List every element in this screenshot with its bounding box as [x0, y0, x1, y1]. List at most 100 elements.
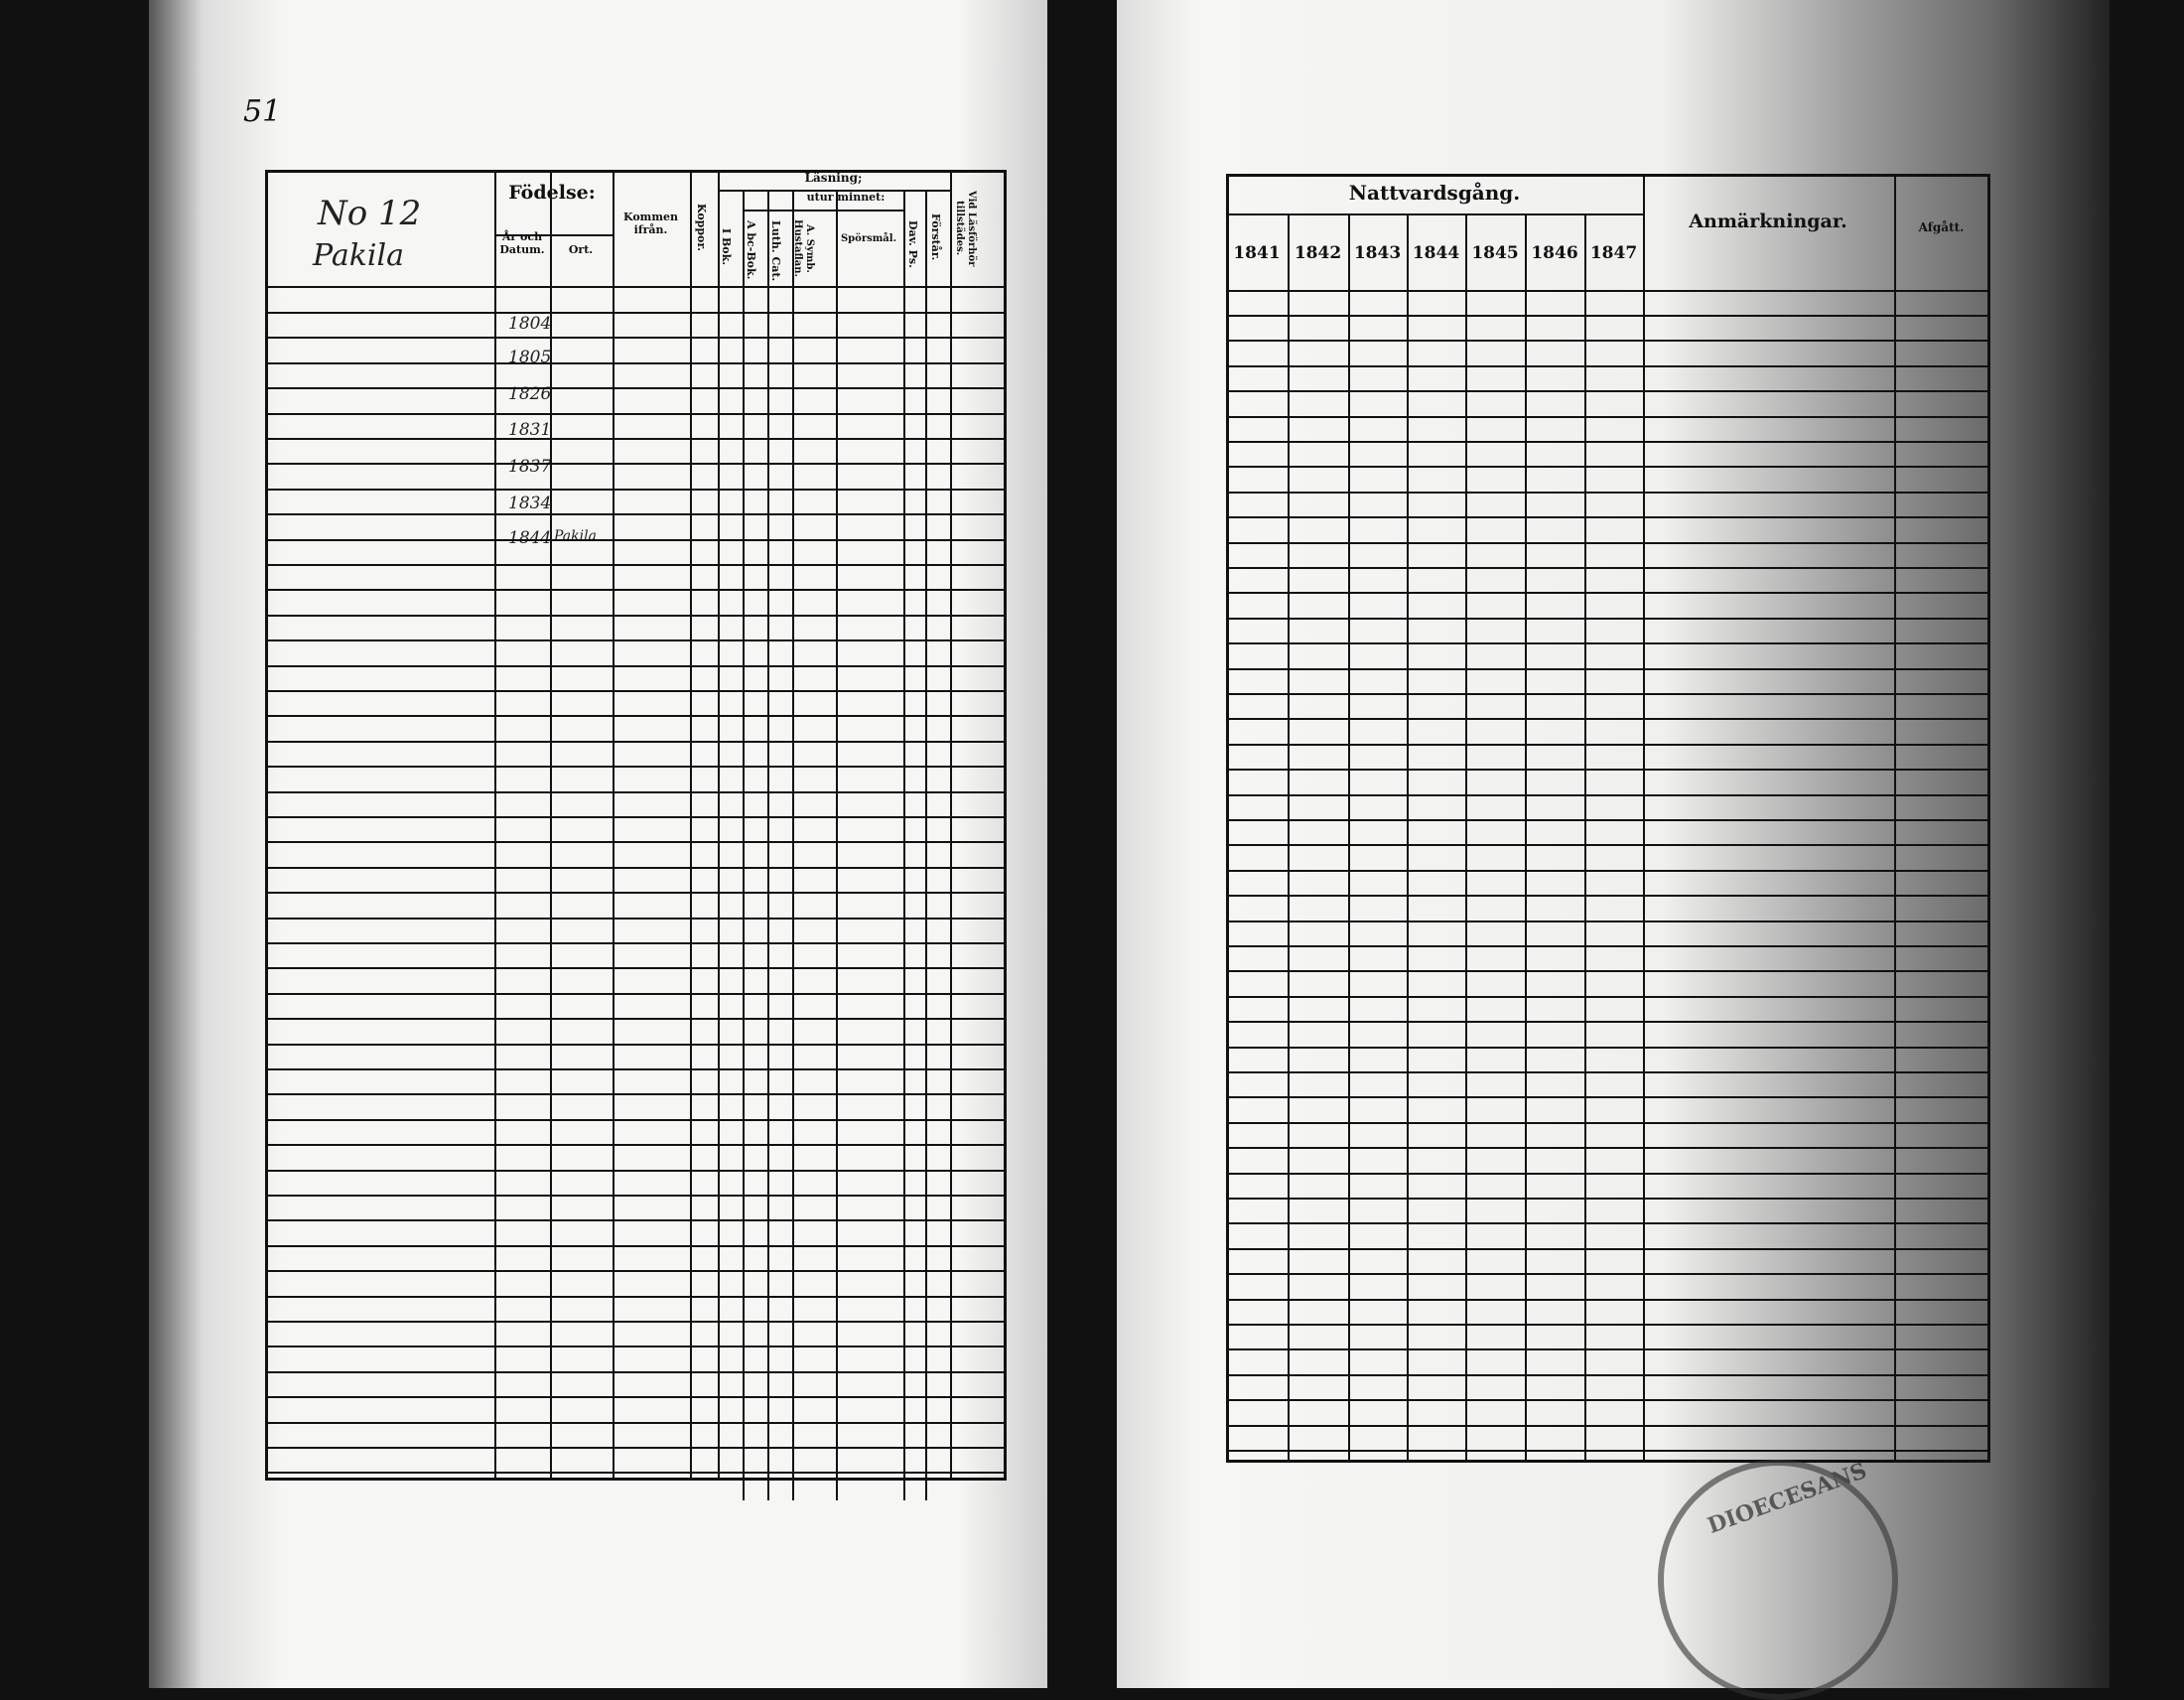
column-divider	[1465, 213, 1467, 1463]
row-rule	[265, 1422, 1007, 1424]
row-rule	[265, 942, 1007, 944]
row-rule	[1226, 1122, 1990, 1124]
row-rule	[265, 918, 1007, 920]
row-rule	[265, 841, 1007, 843]
row-rule	[265, 892, 1007, 894]
header-ort: Ort.	[568, 243, 594, 256]
row-rule	[265, 741, 1007, 743]
row-rule	[265, 1144, 1007, 1146]
row-rule	[1226, 390, 1990, 392]
row-rule	[265, 539, 1007, 541]
row-rule	[265, 564, 1007, 566]
entry-birth: 1826	[508, 384, 552, 404]
header-vid-lasforhor: Vid Läsförhör tillstädes.	[954, 190, 977, 267]
row-rule	[265, 513, 1007, 515]
row-rule	[1226, 466, 1990, 468]
row-rule	[1226, 618, 1990, 620]
header-divider	[494, 234, 613, 236]
row-rule	[265, 1093, 1007, 1095]
row-rule	[265, 1195, 1007, 1197]
row-rule	[265, 816, 1007, 818]
left-page	[149, 0, 1047, 1688]
column-divider	[792, 190, 794, 1500]
row-rule	[265, 1371, 1007, 1373]
column-divider	[1407, 213, 1409, 1463]
row-rule	[265, 690, 1007, 692]
header-year: 1843	[1353, 243, 1402, 263]
header-divider	[718, 190, 950, 192]
row-rule	[1226, 1047, 1990, 1049]
header-ar-och-datum: År och Datum.	[499, 230, 545, 257]
column-divider	[1525, 213, 1527, 1463]
row-rule	[265, 715, 1007, 717]
header-fodelse: Födelse:	[494, 182, 610, 205]
row-rule	[1226, 1450, 1990, 1452]
row-rule	[1226, 1222, 1990, 1224]
header-abc-bok: A bc-Bok.	[745, 220, 758, 280]
row-rule	[265, 1119, 1007, 1121]
row-rule	[1226, 567, 1990, 569]
header-a-symb: A. Symb. Hustaflan.	[792, 219, 815, 277]
header-utur-minnet: utur minnet:	[806, 191, 886, 204]
row-rule	[265, 1296, 1007, 1298]
page-number: 51	[243, 94, 282, 129]
column-divider	[1348, 213, 1350, 1463]
row-rule	[265, 387, 1007, 389]
header-year: 1841	[1233, 243, 1281, 263]
column-divider	[925, 190, 927, 1500]
row-rule	[1226, 1248, 1990, 1250]
row-rule	[1226, 693, 1990, 695]
header-anmarkningar: Anmärkningar.	[1689, 211, 1847, 232]
header-bottom-rule	[1226, 290, 1990, 292]
row-rule	[265, 463, 1007, 465]
header-year: 1844	[1412, 243, 1460, 263]
row-rule	[1226, 1425, 1990, 1427]
row-rule	[1226, 819, 1990, 821]
row-rule	[265, 639, 1007, 641]
row-rule	[265, 791, 1007, 793]
header-nattvardsgang: Nattvardsgång.	[1348, 181, 1521, 205]
row-rule	[265, 1270, 1007, 1272]
header-year: 1847	[1589, 243, 1638, 263]
row-rule	[1226, 1273, 1990, 1275]
row-rule	[265, 867, 1007, 869]
column-divider	[950, 170, 952, 1481]
header-divider	[743, 210, 903, 212]
header-koppor: Koppor.	[695, 204, 709, 251]
header-kommen-ifran: Kommen ifrån.	[623, 211, 678, 237]
column-divider	[494, 170, 496, 1481]
row-rule	[265, 312, 1007, 314]
header-sporsmal: Spörsmål.	[840, 233, 897, 244]
column-divider	[836, 190, 838, 1500]
household-register-table	[265, 170, 1007, 1481]
row-rule	[1226, 769, 1990, 771]
book-gutter	[1050, 0, 1116, 1688]
column-divider	[690, 170, 692, 1481]
row-rule	[1226, 315, 1990, 317]
column-divider	[1894, 174, 1896, 1463]
row-rule	[265, 1346, 1007, 1347]
row-rule	[1226, 870, 1990, 872]
row-rule	[265, 1219, 1007, 1221]
header-bottom-rule	[265, 286, 1007, 288]
header-forstar: Förstår.	[929, 213, 943, 261]
row-rule	[265, 665, 1007, 667]
column-divider	[743, 190, 745, 1500]
column-divider	[1584, 213, 1586, 1463]
row-rule	[1226, 668, 1990, 670]
entry-birth: 1804	[508, 314, 552, 334]
header-year: 1846	[1531, 243, 1578, 263]
row-rule	[1226, 1299, 1990, 1301]
row-rule	[265, 362, 1007, 364]
row-rule	[1226, 1173, 1990, 1175]
row-rule	[1226, 592, 1990, 594]
entry-birth: 1837	[508, 457, 552, 477]
column-divider	[718, 170, 720, 1481]
row-rule	[1226, 340, 1990, 342]
row-rule	[1226, 921, 1990, 922]
archive-stamp: DIOECESANS	[1658, 1458, 1898, 1700]
row-rule	[265, 1245, 1007, 1247]
row-rule	[265, 1018, 1007, 1020]
row-rule	[265, 967, 1007, 969]
row-rule	[265, 1396, 1007, 1398]
